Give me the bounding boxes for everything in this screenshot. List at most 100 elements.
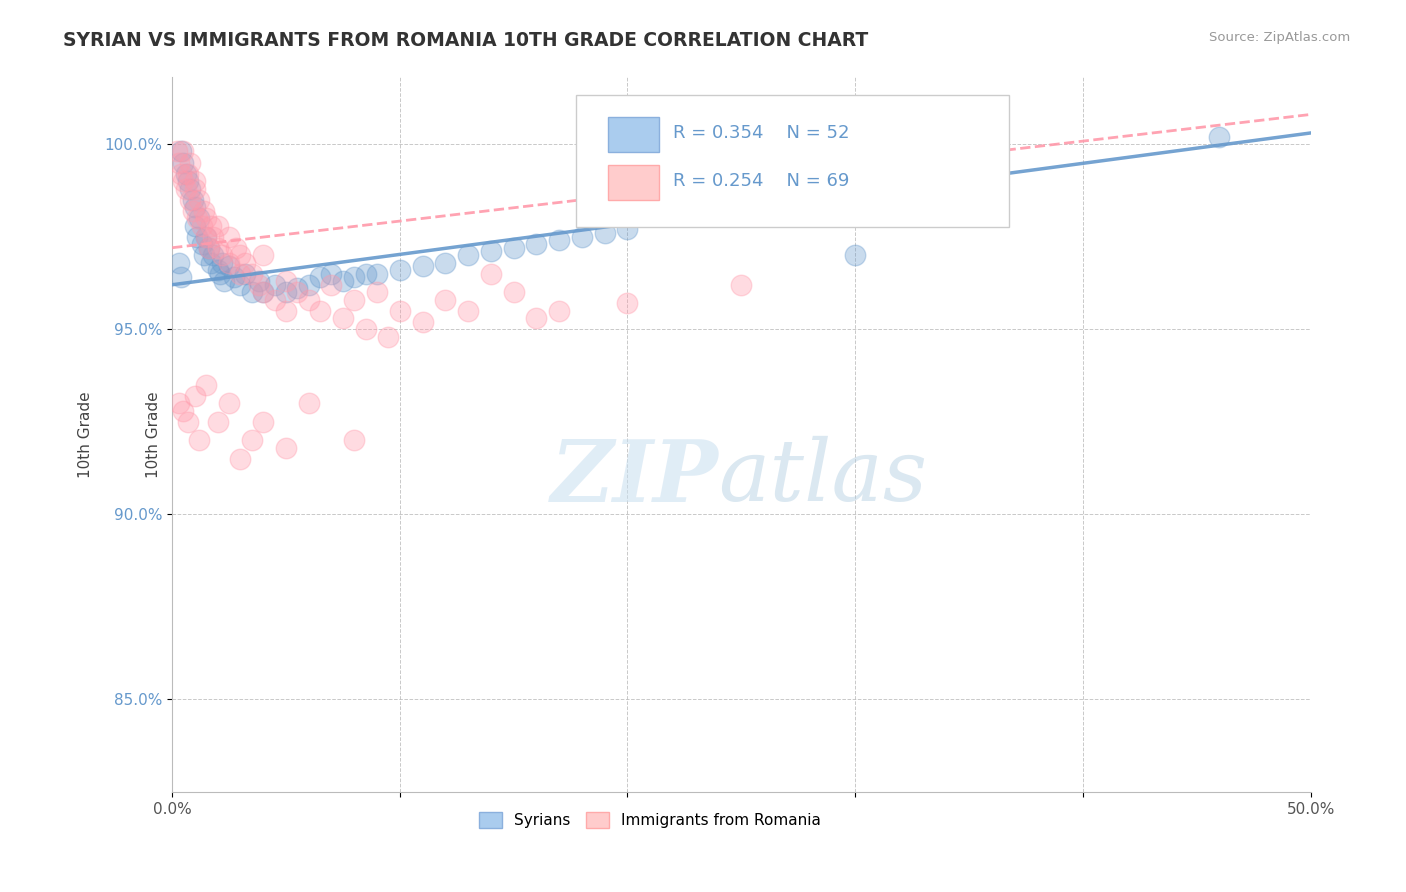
Text: Source: ZipAtlas.com: Source: ZipAtlas.com	[1209, 31, 1350, 45]
Point	[343, 270, 366, 285]
Point	[207, 415, 229, 429]
Point	[207, 219, 229, 233]
Point	[200, 255, 222, 269]
Point	[240, 285, 263, 300]
Point	[207, 241, 229, 255]
Point	[502, 241, 524, 255]
Point	[195, 229, 218, 244]
Point	[616, 296, 638, 310]
Point	[412, 259, 434, 273]
Point	[170, 145, 193, 159]
Point	[200, 219, 222, 233]
Point	[188, 193, 211, 207]
Point	[207, 263, 229, 277]
Point	[526, 237, 548, 252]
Point	[202, 248, 225, 262]
Point	[170, 270, 193, 285]
Point	[184, 174, 207, 188]
Point	[457, 248, 479, 262]
Point	[343, 293, 366, 307]
Point	[240, 434, 263, 448]
Point	[548, 303, 571, 318]
Point	[354, 322, 377, 336]
Point	[366, 285, 388, 300]
Point	[190, 237, 212, 252]
Point	[377, 329, 399, 343]
Point	[211, 248, 233, 262]
Point	[166, 145, 188, 159]
Point	[195, 377, 218, 392]
Point	[214, 274, 236, 288]
Point	[184, 389, 207, 403]
Point	[412, 315, 434, 329]
Point	[202, 229, 225, 244]
Point	[222, 270, 245, 285]
Point	[844, 248, 866, 262]
Point	[184, 200, 207, 214]
Point	[309, 303, 332, 318]
Point	[181, 193, 204, 207]
Point	[285, 281, 308, 295]
Point	[548, 233, 571, 247]
Text: atlas: atlas	[718, 436, 928, 519]
Point	[263, 293, 285, 307]
Point	[197, 241, 219, 255]
Point	[218, 255, 240, 269]
Point	[229, 248, 252, 262]
Point	[479, 244, 502, 259]
Point	[502, 285, 524, 300]
Point	[225, 241, 247, 255]
Point	[247, 277, 270, 292]
Point	[177, 167, 200, 181]
Point	[1208, 129, 1230, 144]
Point	[195, 211, 218, 226]
Point	[309, 270, 332, 285]
Point	[218, 259, 240, 273]
Point	[184, 181, 207, 195]
Point	[181, 203, 204, 218]
Point	[343, 434, 366, 448]
Text: SYRIAN VS IMMIGRANTS FROM ROMANIA 10TH GRADE CORRELATION CHART: SYRIAN VS IMMIGRANTS FROM ROMANIA 10TH G…	[63, 31, 869, 50]
Bar	[609, 165, 659, 201]
Legend: Syrians, Immigrants from Romania: Syrians, Immigrants from Romania	[474, 806, 827, 834]
Point	[252, 248, 274, 262]
Point	[434, 255, 457, 269]
Point	[388, 263, 411, 277]
Point	[186, 211, 208, 226]
Point	[229, 267, 252, 281]
Point	[274, 303, 297, 318]
Point	[457, 303, 479, 318]
Point	[332, 274, 354, 288]
Point	[229, 451, 252, 466]
Y-axis label: 10th Grade: 10th Grade	[146, 392, 162, 478]
Point	[240, 267, 263, 281]
FancyBboxPatch shape	[576, 95, 1010, 227]
Point	[179, 155, 201, 169]
Point	[616, 222, 638, 236]
Point	[218, 229, 240, 244]
Point	[218, 396, 240, 410]
Point	[186, 229, 208, 244]
Point	[170, 167, 193, 181]
Point	[332, 311, 354, 326]
Point	[247, 274, 270, 288]
Bar	[609, 117, 659, 153]
Point	[174, 181, 197, 195]
Point	[479, 267, 502, 281]
Y-axis label: 10th Grade: 10th Grade	[79, 392, 93, 478]
Point	[173, 155, 195, 169]
Point	[177, 415, 200, 429]
Text: R = 0.254    N = 69: R = 0.254 N = 69	[673, 172, 849, 190]
Point	[298, 293, 321, 307]
Point	[179, 193, 201, 207]
Point	[167, 155, 190, 169]
Point	[593, 226, 616, 240]
Point	[321, 267, 343, 281]
Point	[173, 403, 195, 417]
Point	[173, 145, 195, 159]
Point	[188, 434, 211, 448]
Point	[233, 267, 256, 281]
Point	[285, 285, 308, 300]
Point	[366, 267, 388, 281]
Point	[571, 229, 593, 244]
